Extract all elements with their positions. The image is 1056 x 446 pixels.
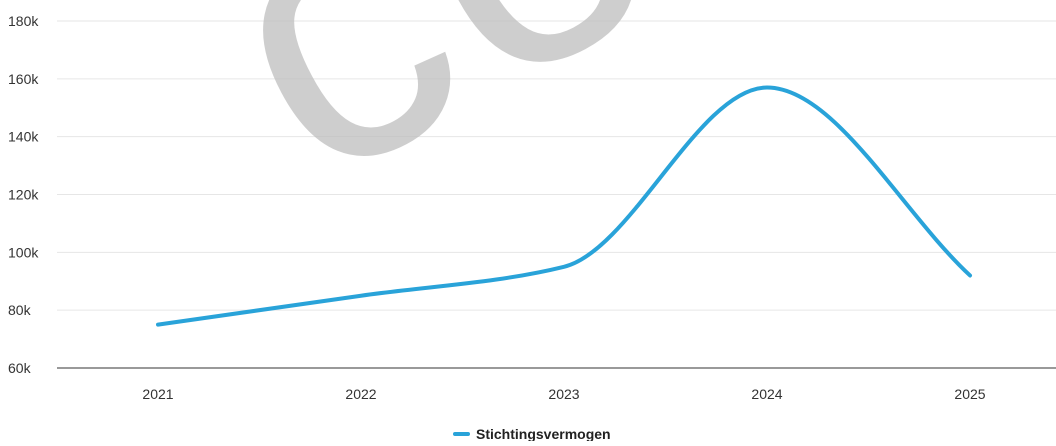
data-point[interactable] [964,269,976,281]
data-point[interactable] [558,261,570,273]
x-tick-label: 2024 [751,386,782,402]
y-axis-ticks: 60k 80k 100k 120k 140k 160k 180k [8,13,39,376]
y-tick-label: 120k [8,187,39,203]
x-tick-label: 2022 [345,386,376,402]
x-tick-label: 2021 [142,386,173,402]
x-axis-ticks: 2021 2022 2023 2024 2025 [142,386,985,402]
legend-label-stichtingsvermogen[interactable]: Stichtingsvermogen [476,426,611,442]
data-point[interactable] [761,82,773,94]
y-tick-label: 180k [8,13,39,29]
y-tick-label: 100k [8,244,39,260]
data-point[interactable] [355,290,367,302]
y-tick-label: 60k [8,360,32,376]
legend[interactable]: Stichtingsvermogen [453,426,611,442]
y-tick-label: 80k [8,302,32,318]
data-point[interactable] [152,319,164,331]
y-tick-label: 140k [8,129,39,145]
series-line-stichtingsvermogen[interactable] [156,85,972,327]
x-tick-label: 2023 [548,386,579,402]
series-layer [152,82,976,331]
x-tick-label: 2025 [954,386,985,402]
grid-lines [57,20,1056,311]
y-tick-label: 160k [8,71,39,87]
